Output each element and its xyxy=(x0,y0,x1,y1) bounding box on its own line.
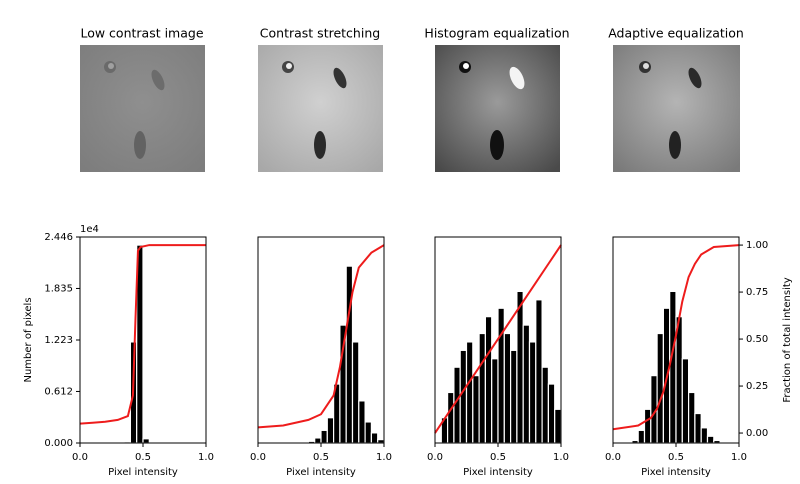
histogram-bar xyxy=(681,358,690,444)
histogram-bar xyxy=(326,417,335,444)
histogram-bar xyxy=(472,375,480,444)
image-contrast-stretching xyxy=(258,45,383,172)
cdf-line xyxy=(434,244,562,434)
histogram-bar xyxy=(370,432,379,444)
histogram-bar xyxy=(497,307,505,444)
x-tick-label: 0.0 xyxy=(427,452,443,463)
histogram-bar xyxy=(484,316,493,444)
y-tick-label: 1.223 xyxy=(44,335,73,346)
x-axis-label: Pixel intensity xyxy=(463,467,533,478)
histogram-bar xyxy=(465,341,474,444)
histogram-bar xyxy=(637,429,646,444)
histogram-bar xyxy=(364,421,373,444)
histogram-bar xyxy=(656,332,664,444)
histogram-bar xyxy=(541,366,549,444)
histogram-bar xyxy=(528,341,537,444)
x-tick-label: 0.5 xyxy=(668,452,684,463)
histogram-bar xyxy=(706,435,715,444)
image-title: Adaptive equalization xyxy=(608,26,744,41)
histogram-bar xyxy=(669,290,677,444)
y-offset-label: 1e4 xyxy=(80,224,99,235)
histogram-bar xyxy=(700,427,709,444)
x-tick-label: 0.5 xyxy=(135,452,151,463)
histogram-bar xyxy=(547,383,556,444)
y-axis-label: Number of pixels xyxy=(23,297,34,382)
histogram-bar xyxy=(377,439,385,444)
x-tick-label: 0.5 xyxy=(313,452,329,463)
histogram-bar xyxy=(687,391,696,444)
cdf-line xyxy=(79,244,206,425)
histogram-bar xyxy=(643,408,652,444)
histogram-bar xyxy=(358,400,366,444)
image-low-contrast xyxy=(80,45,205,172)
histogram-bar xyxy=(314,437,322,444)
x-axis-label: Pixel intensity xyxy=(108,467,178,478)
histogram-bar xyxy=(351,341,360,444)
y-tick-label: 1.835 xyxy=(44,283,73,294)
histogram-bar xyxy=(142,438,150,444)
histogram-bar xyxy=(510,349,518,444)
y-tick-label: 0.000 xyxy=(44,438,73,449)
cdf-line xyxy=(612,244,740,431)
x-axis-label: Pixel intensity xyxy=(286,467,356,478)
histogram-bar xyxy=(554,408,562,444)
image-title: Histogram equalization xyxy=(424,26,569,41)
histogram-bar xyxy=(320,429,328,444)
image-title: Low contrast image xyxy=(80,26,203,41)
y-tick-label: 2.446 xyxy=(44,232,73,243)
y2-axis-label: Fraction of total intensity xyxy=(782,277,793,402)
x-tick-label: 1.0 xyxy=(731,452,747,463)
x-tick-label: 0.0 xyxy=(250,452,266,463)
y2-tick-label: 0.25 xyxy=(746,381,768,392)
image-adaptive-equalization xyxy=(613,45,740,172)
x-axis-label: Pixel intensity xyxy=(641,467,711,478)
x-tick-label: 0.0 xyxy=(605,452,621,463)
y2-tick-label: 0.00 xyxy=(746,428,768,439)
y2-tick-label: 0.75 xyxy=(746,287,768,298)
histogram-bar xyxy=(694,412,702,444)
histogram-bar xyxy=(491,358,499,444)
cdf-line xyxy=(257,244,385,429)
image-histogram-equalization xyxy=(435,45,560,172)
histogram-bar xyxy=(516,290,524,444)
histogram-bar xyxy=(503,332,512,444)
x-tick-label: 1.0 xyxy=(376,452,392,463)
y2-tick-label: 0.50 xyxy=(746,334,768,345)
x-tick-label: 0.5 xyxy=(490,452,506,463)
x-tick-label: 1.0 xyxy=(553,452,569,463)
histogram-bar xyxy=(522,324,531,444)
histogram-bar xyxy=(535,299,543,444)
y2-tick-label: 1.00 xyxy=(746,240,768,251)
histogram-bar xyxy=(459,349,468,444)
histogram-bar xyxy=(447,391,455,444)
x-tick-label: 0.0 xyxy=(72,452,88,463)
y-tick-label: 0.612 xyxy=(44,386,73,397)
x-tick-label: 1.0 xyxy=(198,452,214,463)
image-title: Contrast stretching xyxy=(260,26,380,41)
histogram-bar xyxy=(478,332,487,444)
